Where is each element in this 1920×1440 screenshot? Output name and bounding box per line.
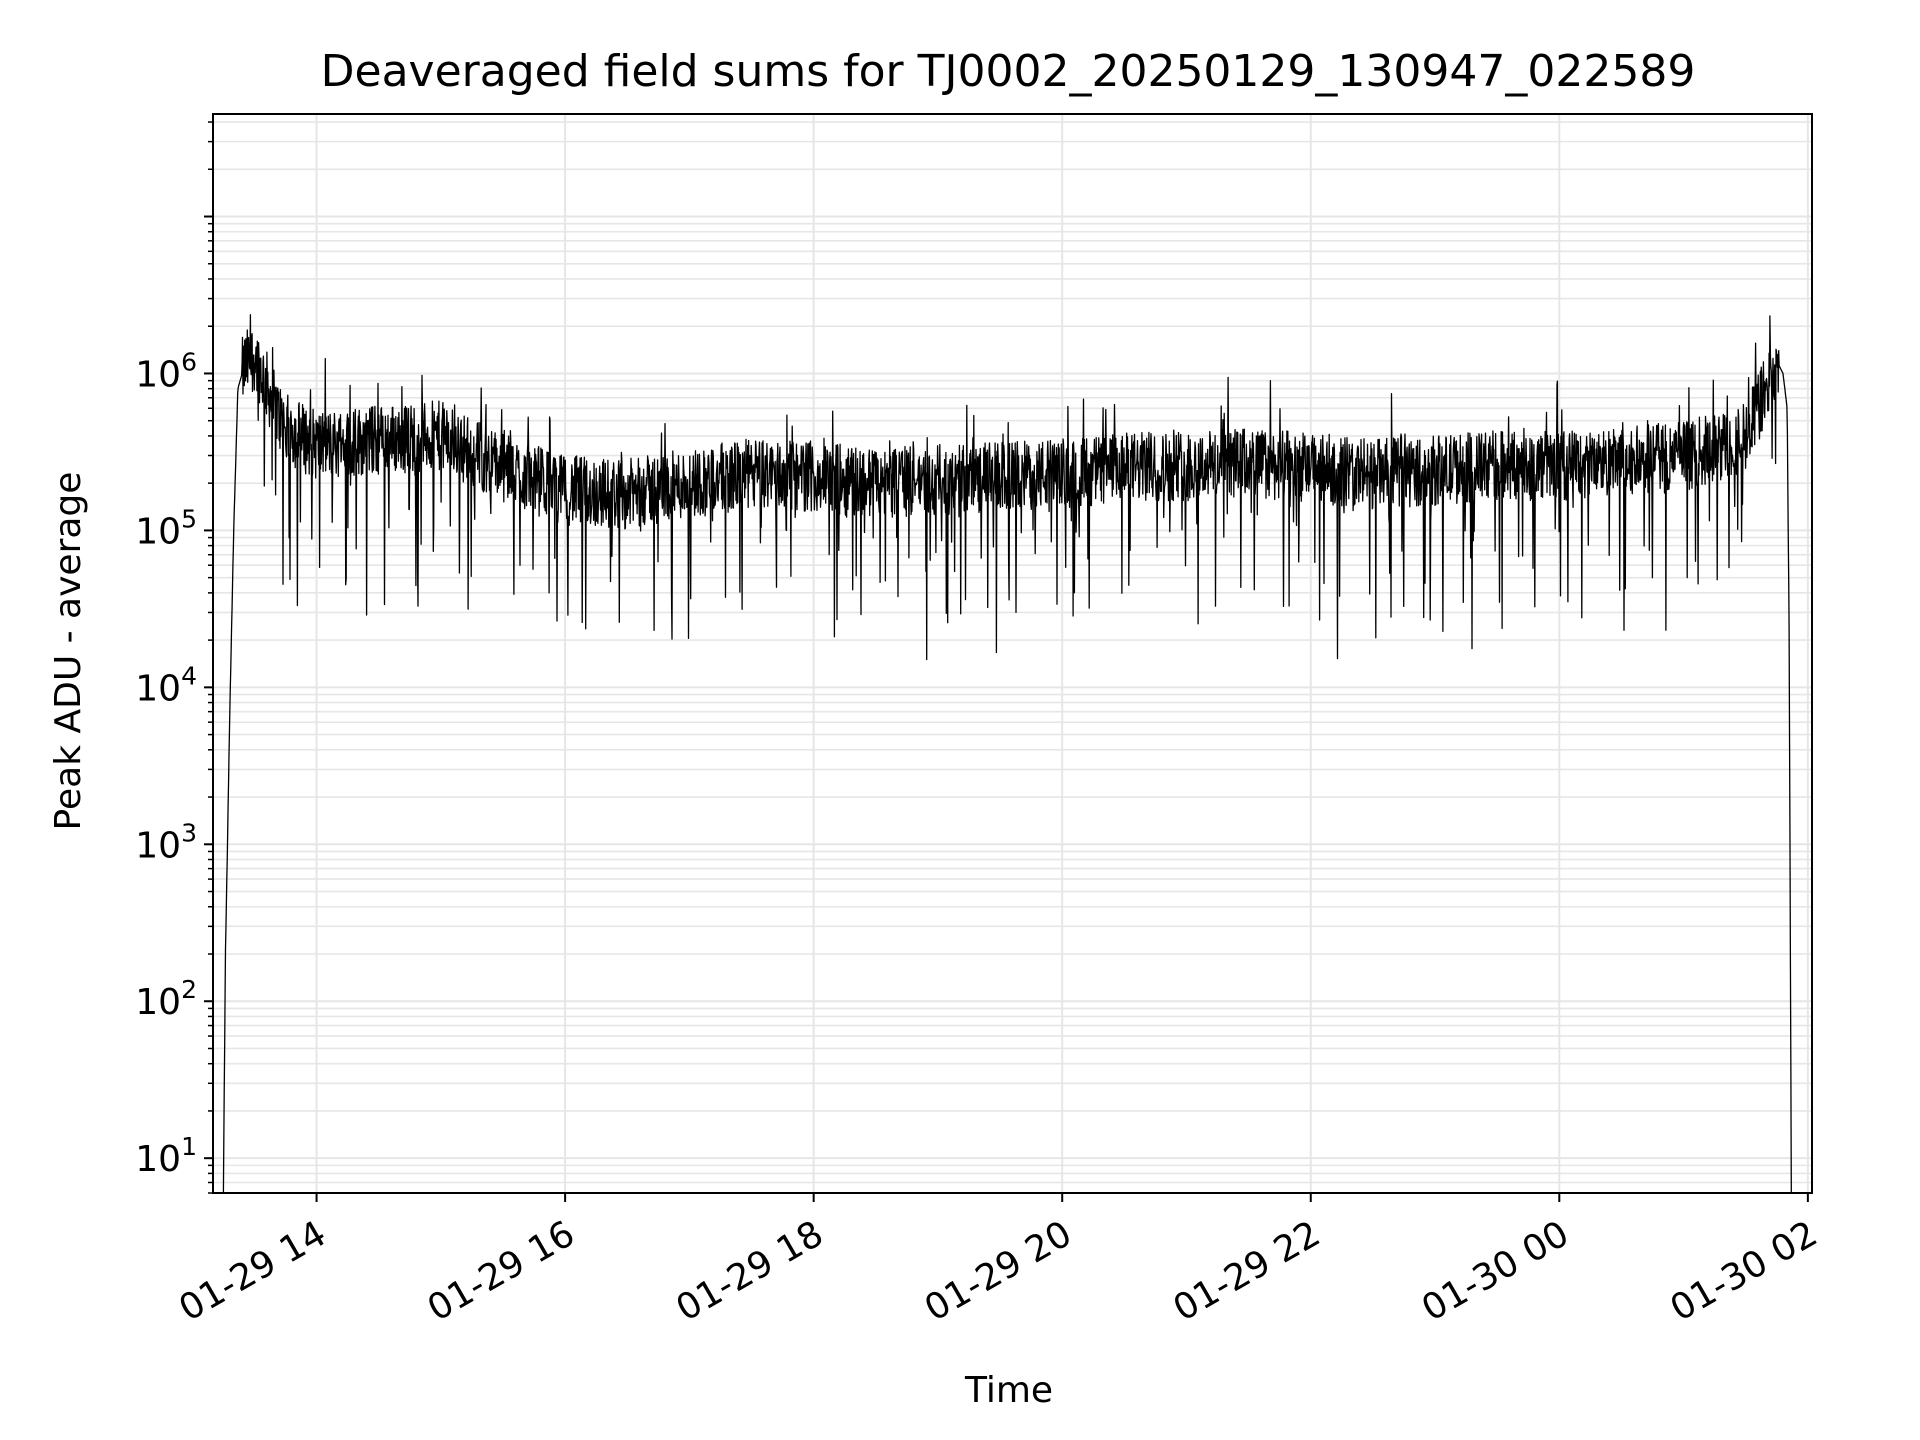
y-axis-label: Peak ADU - average <box>48 472 89 831</box>
y-tick-label: 104 <box>135 661 197 709</box>
series-line <box>222 314 1792 1194</box>
y-tick-label: 102 <box>135 975 197 1023</box>
series-layer <box>222 314 1792 1194</box>
chart-title: Deaveraged field sums for TJ0002_2025012… <box>321 46 1696 97</box>
y-tick-label: 103 <box>135 818 197 866</box>
y-tick-label: 101 <box>135 1132 197 1180</box>
y-tick-label: 106 <box>135 347 197 395</box>
y-tick-label: 105 <box>135 504 197 552</box>
x-axis-label: Time <box>964 1370 1053 1411</box>
plot-frame <box>212 113 1813 1194</box>
